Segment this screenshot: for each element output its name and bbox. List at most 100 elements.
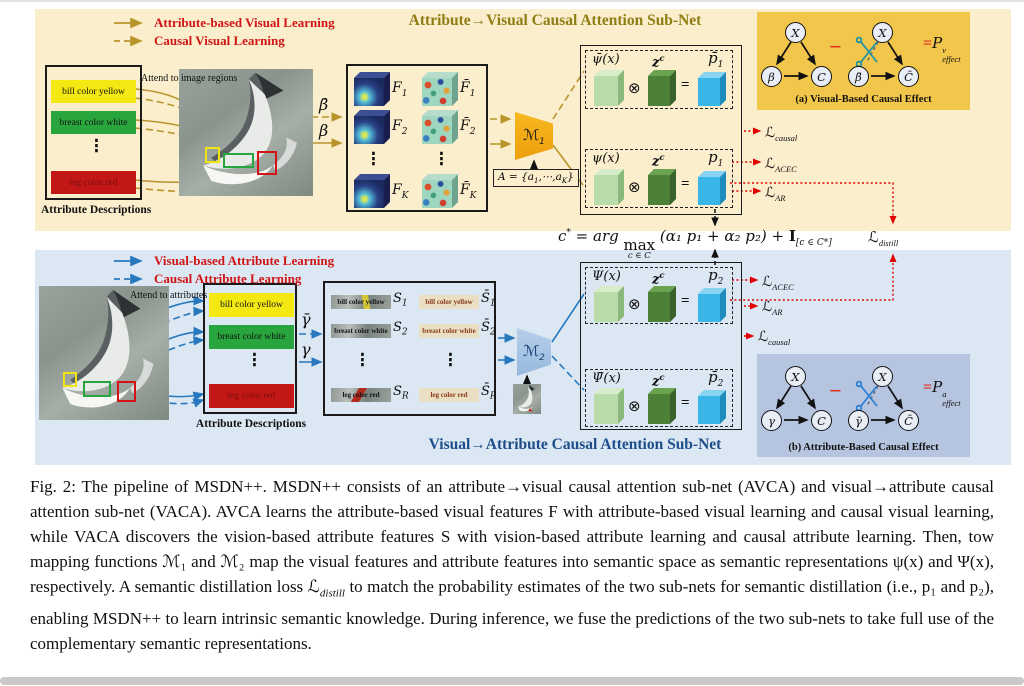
loss-causal: ℒcausal (758, 329, 791, 348)
f1-bar-label: F̄1 (460, 80, 476, 99)
avca-legend-dashed-label: Causal Visual Learning (154, 33, 285, 48)
sr-bar-label: S̄R (481, 384, 497, 402)
vertical-dots: ⋮ (366, 148, 381, 170)
psi-bar-product-box: ψ̄(x) zc p̄1 ⊗ = (585, 49, 733, 109)
loss-ar: ℒAR (765, 185, 786, 204)
s1-bar-strip: bill color yellow (419, 295, 479, 309)
node-c: C (811, 410, 832, 431)
fk-label: FK (392, 182, 409, 201)
loss-acec: ℒACEC (762, 274, 794, 293)
avca-panel: Attribute-based Visual Learning Causal V… (35, 9, 1011, 231)
s2-strip: breast color white (331, 324, 391, 338)
node-x: X (785, 366, 806, 387)
equals-sign: = (681, 77, 690, 93)
vaca-panel: Visual-based Attribute Learning Causal A… (35, 250, 1011, 465)
attribute-bar-green: breast color white (209, 325, 294, 349)
sr-bar-strip: leg color red (419, 388, 479, 402)
otimes-operator: ⊗ (628, 295, 641, 313)
feature-map-cube-f2-bar (422, 110, 458, 144)
vaca-legend-dashed-label: Causal Attribute Learning (154, 271, 302, 286)
feature-map-cube-f1 (354, 72, 390, 106)
horizontal-scrollbar[interactable] (0, 677, 1024, 685)
avca-semantic-box (580, 45, 742, 215)
vaca-attend-label: Attend to attributes (130, 290, 208, 301)
vaca-title: Visual→Attribute Causal Attention Sub-Ne… (428, 436, 722, 453)
attribute-bar-red: leg color red (209, 384, 294, 408)
class-embedding-cube (648, 169, 676, 205)
node-x2: X (872, 366, 893, 387)
gamma-label: γ (301, 340, 311, 359)
visual-causal-effect-panel: X β C − X β̄ C̄ =P v effect (a) Visual-Bas… (757, 12, 970, 110)
m1-label: ℳ1 (523, 125, 545, 147)
small-bird-image (513, 384, 541, 414)
probability-cube (698, 390, 726, 424)
attribute-bar-green: breast color white (51, 111, 136, 134)
avca-legend-solid: Attribute-based Visual Learning (113, 15, 335, 31)
minus-sign: − (829, 378, 842, 403)
vertical-dots: ⋮ (443, 349, 458, 371)
loss-ar: ℒAR (762, 299, 783, 318)
node-beta-bar: β̄ (848, 66, 869, 87)
bird-image (39, 286, 169, 420)
loss-acec: ℒACEC (765, 156, 797, 175)
vertical-dots: ⋮ (89, 135, 104, 157)
node-c-bar: C̄ (898, 410, 919, 431)
gull-illustration (203, 72, 297, 185)
zc-label: zc (652, 271, 665, 288)
vertical-dots: ⋮ (434, 148, 449, 170)
feature-map-cube-f2 (354, 110, 390, 144)
s1-strip: bill color yellow (331, 295, 391, 309)
gamma-bar-label: γ̄ (301, 310, 311, 329)
semantic-rep-cube (594, 388, 624, 424)
f1-label: F1 (392, 80, 408, 99)
psi-label: ψ(x) (592, 151, 620, 166)
breast-attention-box (83, 381, 111, 397)
sr-label: SR (393, 384, 409, 402)
probability-cube (698, 288, 726, 322)
equals-sign: = (681, 395, 690, 411)
otimes-operator: ⊗ (628, 178, 641, 196)
vertical-dots: ⋮ (247, 349, 262, 371)
feature-map-cube-fk (354, 174, 390, 208)
attribute-bar-red: leg color red (51, 171, 136, 194)
node-x: X (785, 22, 806, 43)
attribute-causal-effect-caption: (b) Attribute-Based Causal Effect (788, 442, 939, 453)
inference-equation: c* = arg max c ∈ C (α₁ p₁ + α₂ p₂) + I[c … (558, 227, 832, 261)
f2-bar-label: F̄2 (460, 118, 476, 137)
probability-cube (698, 171, 726, 205)
fk-bar-label: F̄K (460, 182, 477, 201)
equals-sign: = (681, 176, 690, 192)
big-psi-bar-product-box: Ψ̄(x) zc p̄2 ⊗ = (585, 368, 733, 427)
blue-solid-arrow-icon (114, 256, 143, 266)
avca-attrbox-label: Attribute Descriptions (41, 204, 152, 216)
node-beta: β (761, 66, 782, 87)
psi-bar-label: ψ̄(x) (592, 52, 620, 67)
blue-dashed-arrow-icon (114, 274, 143, 284)
semantic-rep-cube (594, 70, 624, 106)
zc-label: zc (652, 153, 665, 170)
node-c: C (811, 66, 832, 87)
figure-caption: Fig. 2: The pipeline of MSDN++. MSDN++ c… (30, 477, 994, 654)
bill-attention-box (63, 372, 77, 387)
p1-label: p1 (708, 148, 724, 169)
gull-illustration (518, 384, 535, 412)
f2-label: F2 (392, 118, 408, 137)
attribute-causal-effect-panel: X γ C − X γ̄ C̄ =P a effect (b) Attribute-… (757, 354, 970, 457)
p2-label: p2 (708, 266, 724, 287)
zc-label: zc (652, 54, 665, 71)
zc-label: zc (652, 373, 665, 390)
vaca-legend-dashed: Causal Attribute Learning (113, 271, 301, 287)
beta-bar-label: β̄ (319, 95, 329, 114)
class-embedding-cube (648, 388, 676, 424)
semantic-rep-cube (594, 169, 624, 205)
node-x2: X (872, 22, 893, 43)
visual-effect-term: =P v effect (923, 34, 961, 64)
node-gamma-bar: γ̄ (848, 410, 869, 431)
mapping-function-m2: ℳ2 (517, 328, 551, 376)
class-embedding-cube (648, 70, 676, 106)
visual-causal-effect-caption: (a) Visual-Based Causal Effect (795, 94, 932, 105)
avca-legend-solid-label: Attribute-based Visual Learning (154, 15, 335, 30)
gold-dashed-arrow-icon (114, 36, 143, 46)
avca-title: Attribute→Visual Causal Attention Sub-Ne… (408, 12, 702, 29)
